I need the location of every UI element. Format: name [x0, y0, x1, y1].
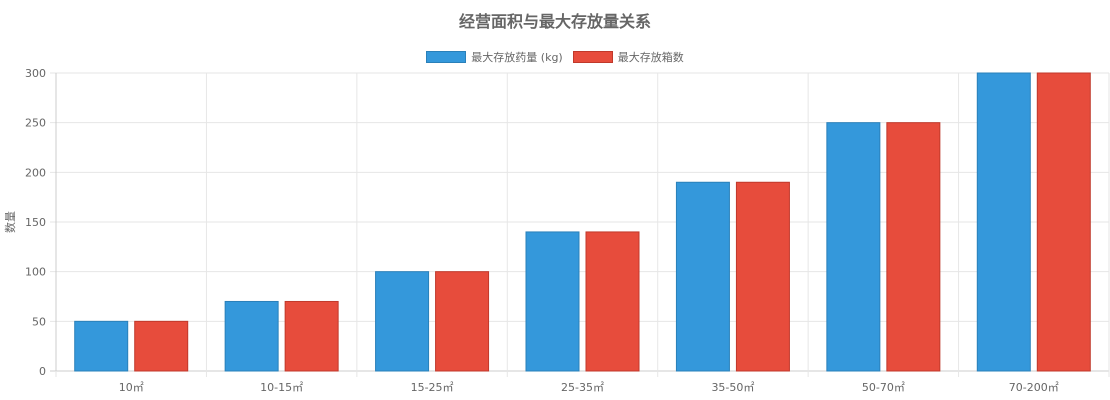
bar: [525, 231, 580, 372]
legend-item-series-2[interactable]: 最大存放箱数: [572, 49, 684, 65]
y-tick-label: 150: [25, 216, 46, 229]
y-tick-label: 0: [39, 365, 46, 378]
y-tick-label: 300: [25, 67, 46, 80]
chart-title: 经营面积与最大存放量关系: [458, 12, 651, 31]
legend-label-series-2: 最大存放箱数: [617, 51, 684, 64]
legend-label-series-1: 最大存放药量 (kg): [471, 51, 563, 64]
y-tick-label: 200: [25, 166, 46, 179]
x-tick-label: 35-50㎡: [711, 381, 754, 394]
x-tick-label: 25-35㎡: [561, 381, 604, 394]
bar: [735, 181, 790, 372]
x-tick-label: 50-70㎡: [862, 381, 905, 394]
x-tick-label: 10-15㎡: [260, 381, 303, 394]
x-tick-label: 15-25㎡: [411, 381, 454, 394]
y-tick-label: 100: [25, 266, 46, 279]
y-axis-label: 数量: [4, 211, 17, 233]
legend-swatch-series-2: [572, 51, 613, 63]
bar: [435, 271, 490, 372]
legend: 最大存放药量 (kg) 最大存放箱数: [0, 49, 1110, 65]
y-tick-label: 50: [32, 315, 46, 328]
axes: 0 50 100 150 200 250 300 10㎡ 10-15㎡ 15-25㎡ 25-35㎡ 3…: [25, 67, 1059, 394]
bar: [976, 72, 1031, 372]
bar: [826, 122, 881, 372]
x-tick-label: 10㎡: [119, 381, 144, 394]
bars: [74, 72, 1091, 372]
bar: [284, 300, 339, 372]
x-tick-label: 70-200㎡: [1009, 381, 1059, 394]
bar: [1036, 72, 1091, 372]
bar: [585, 231, 640, 372]
bar: [224, 300, 279, 372]
bar: [675, 181, 730, 372]
y-tick-label: 250: [25, 117, 46, 130]
bar: [886, 122, 941, 372]
bar: [134, 320, 189, 372]
bar: [74, 320, 129, 372]
bar: [375, 271, 430, 372]
legend-item-series-1[interactable]: 最大存放药量 (kg): [426, 49, 563, 65]
legend-swatch-series-1: [426, 51, 467, 63]
